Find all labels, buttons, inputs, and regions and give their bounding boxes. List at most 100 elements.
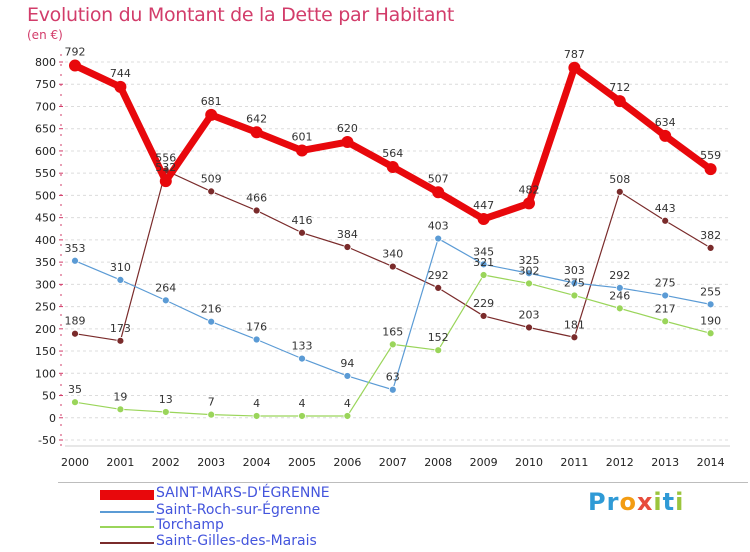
y-tick-label: 800 bbox=[35, 56, 56, 69]
data-label: 482 bbox=[519, 183, 540, 196]
data-point bbox=[207, 410, 216, 419]
logo-letter: i bbox=[675, 488, 685, 516]
data-point bbox=[159, 175, 172, 188]
data-label: 216 bbox=[201, 303, 222, 316]
data-label: 325 bbox=[519, 254, 540, 267]
proxiti-logo: Proxiti bbox=[588, 488, 684, 516]
data-label: 246 bbox=[609, 289, 630, 302]
data-point bbox=[341, 136, 354, 149]
y-tick-label: 750 bbox=[35, 78, 56, 91]
unit-label: (en €) bbox=[27, 28, 63, 42]
data-label: 466 bbox=[246, 192, 267, 205]
y-tick-label: 200 bbox=[35, 323, 56, 336]
y-tick-label: 300 bbox=[35, 278, 56, 291]
data-label: 384 bbox=[337, 228, 358, 241]
data-label: 165 bbox=[382, 325, 403, 338]
logo-letter: P bbox=[588, 488, 607, 516]
data-label: 4 bbox=[344, 397, 351, 410]
data-label: 353 bbox=[65, 242, 86, 255]
x-tick-label: 2003 bbox=[197, 456, 225, 469]
data-point bbox=[479, 271, 488, 279]
data-point bbox=[477, 212, 490, 225]
data-point bbox=[525, 269, 533, 278]
legend-swatch bbox=[100, 526, 154, 528]
data-point bbox=[706, 300, 715, 309]
x-tick-label: 2012 bbox=[606, 456, 634, 469]
data-label: 275 bbox=[564, 276, 585, 289]
x-tick-label: 2005 bbox=[288, 456, 316, 469]
data-label: 642 bbox=[246, 112, 267, 125]
y-tick-label: 0 bbox=[49, 412, 56, 425]
data-label: 634 bbox=[655, 116, 676, 129]
data-point bbox=[615, 304, 624, 313]
data-label: 310 bbox=[110, 261, 131, 274]
data-label: 345 bbox=[473, 245, 494, 258]
data-label: 63 bbox=[386, 371, 400, 384]
data-label: 203 bbox=[519, 308, 540, 321]
legend-swatch bbox=[100, 511, 154, 513]
legend: SAINT-MARS-D'ÉGRENNE Saint-Roch-sur-Égre… bbox=[58, 482, 748, 549]
data-point bbox=[479, 312, 488, 320]
y-tick-label: 50 bbox=[42, 390, 56, 403]
logo-letter: o bbox=[619, 488, 637, 516]
data-point bbox=[615, 187, 624, 196]
data-point bbox=[479, 260, 488, 269]
x-tick-label: 2014 bbox=[697, 456, 725, 469]
data-label: 792 bbox=[65, 46, 86, 59]
data-point bbox=[659, 129, 672, 142]
data-label: 508 bbox=[609, 173, 630, 186]
data-point bbox=[525, 323, 533, 332]
data-label: 509 bbox=[201, 172, 222, 185]
data-point bbox=[161, 296, 170, 305]
x-tick-label: 2004 bbox=[243, 456, 271, 469]
data-label: 443 bbox=[655, 202, 676, 215]
data-label: 94 bbox=[340, 357, 354, 370]
data-point bbox=[116, 276, 125, 284]
line-chart: -50 0 50 100 150 200 250 300 350 400 450 500 550 600 6… bbox=[35, 46, 730, 469]
legend-label: Saint-Gilles-des-Marais bbox=[156, 533, 317, 549]
y-tick-label: 700 bbox=[35, 100, 56, 113]
data-point bbox=[71, 329, 79, 338]
data-label: 681 bbox=[201, 95, 222, 108]
data-point bbox=[570, 291, 579, 300]
data-label: 564 bbox=[382, 147, 403, 160]
data-point bbox=[298, 228, 306, 237]
data-label: 275 bbox=[655, 276, 676, 289]
data-point bbox=[388, 385, 397, 394]
data-point bbox=[207, 187, 216, 196]
x-tick-label: 2010 bbox=[515, 456, 543, 469]
data-point bbox=[570, 279, 579, 287]
data-point bbox=[388, 340, 397, 349]
data-label: 190 bbox=[700, 314, 721, 327]
data-point bbox=[343, 372, 352, 380]
data-label: 133 bbox=[292, 340, 313, 353]
data-label: 321 bbox=[473, 256, 494, 269]
data-point bbox=[252, 206, 261, 215]
chart-title: Evolution du Montant de la Dette par Hab… bbox=[27, 4, 455, 26]
data-point bbox=[434, 234, 443, 243]
data-label: 532 bbox=[155, 161, 176, 174]
legend-label: Saint-Roch-sur-Égrenne bbox=[156, 502, 321, 518]
data-label: 403 bbox=[428, 220, 449, 233]
data-point bbox=[525, 279, 533, 288]
data-label: 382 bbox=[700, 229, 721, 242]
legend-swatch bbox=[100, 490, 154, 500]
logo-letter: r bbox=[606, 488, 620, 516]
data-point bbox=[434, 284, 443, 292]
data-point bbox=[661, 291, 670, 300]
x-tick-label: 2008 bbox=[424, 456, 452, 469]
y-tick-label: 350 bbox=[35, 256, 56, 269]
logo-letter: i bbox=[653, 488, 663, 516]
data-label: 255 bbox=[700, 285, 721, 298]
legend-swatch bbox=[100, 542, 154, 544]
data-label: 447 bbox=[473, 199, 494, 212]
data-point bbox=[252, 335, 261, 344]
data-point bbox=[704, 163, 717, 176]
data-label: 744 bbox=[110, 67, 131, 80]
series-layer bbox=[69, 59, 717, 420]
x-tick-label: 2011 bbox=[560, 456, 588, 469]
y-tick-label: 400 bbox=[35, 234, 56, 247]
data-point bbox=[252, 412, 261, 420]
data-label: 264 bbox=[155, 281, 176, 294]
